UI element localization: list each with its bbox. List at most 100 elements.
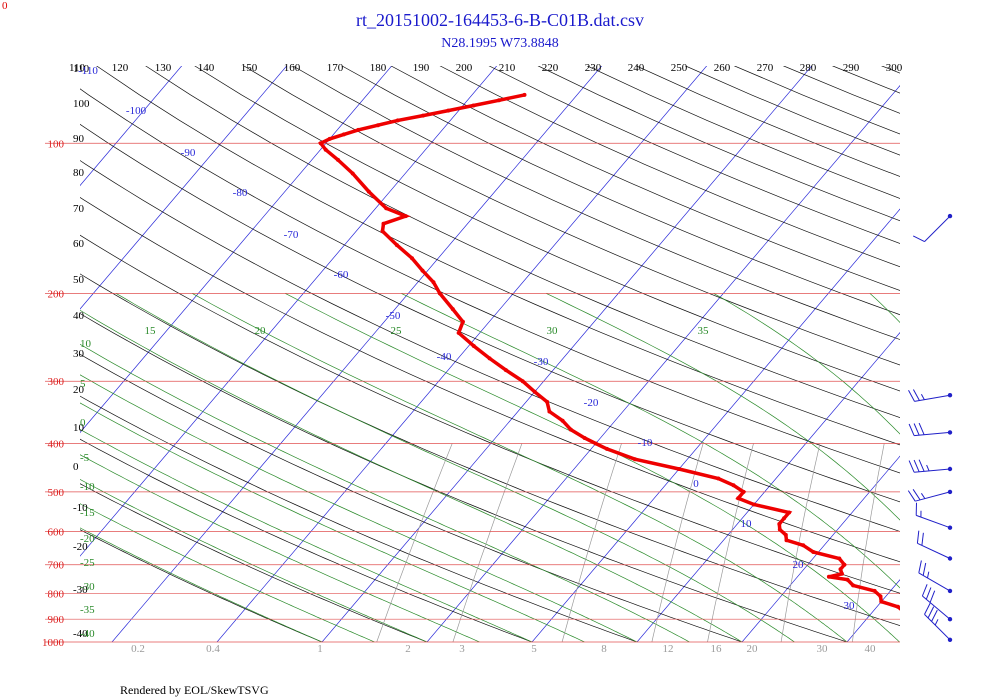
moist-adiabat-label: -30 (80, 581, 95, 593)
wind-barb-flag (922, 584, 927, 596)
temperature-point (336, 158, 340, 162)
wind-barb-flag (909, 461, 914, 473)
temperature-point (839, 567, 843, 571)
wind-barb-shaft (925, 216, 951, 242)
mixing-ratio-label: 3 (459, 643, 465, 655)
temperature-point (561, 419, 565, 423)
dry-adiabat-line (943, 33, 1000, 655)
temperature-point (319, 141, 323, 145)
temperature-point (545, 400, 549, 404)
pressure-label: 300 (48, 376, 65, 388)
temperature-point (432, 280, 436, 284)
potential-temperature-label-left: 90 (73, 133, 85, 145)
isotherm-label: -100 (126, 105, 147, 117)
mixing-ratio-line (705, 444, 753, 653)
isotherm-label: -80 (233, 187, 248, 199)
moist-adiabat-line (52, 293, 742, 642)
wind-barb-shaft (914, 469, 950, 472)
potential-temperature-label: 180 (370, 62, 387, 74)
potential-temperature-label: 160 (284, 62, 301, 74)
mixing-ratio-line (779, 444, 820, 653)
dry-adiabat-line (614, 33, 1000, 655)
temperature-point (732, 483, 736, 487)
wind-barb-half-flag (921, 394, 924, 400)
moist-adiabat-label: -40 (80, 628, 95, 640)
temperature-point (902, 610, 906, 614)
moist-adiabat-line (0, 293, 480, 642)
moist-adiabat-label: 15 (145, 325, 157, 337)
moist-adiabat-line (285, 293, 899, 642)
temperature-point (421, 114, 425, 118)
temperature-point (594, 442, 598, 446)
wind-barb-flag (909, 424, 914, 436)
wind-barb-flag (914, 460, 919, 472)
isotherm-label: -90 (181, 147, 196, 159)
temperature-point (677, 467, 681, 471)
temperature-point (896, 605, 900, 609)
temperature-point (784, 533, 788, 537)
dry-adiabat-line (426, 33, 1000, 655)
temperature-point (384, 206, 388, 210)
temperature-point (633, 457, 637, 461)
pressure-label: 800 (48, 589, 65, 601)
moist-adiabat-label: -20 (80, 533, 95, 545)
wind-barb-flag (917, 531, 918, 544)
dry-adiabat-line (990, 33, 1000, 655)
moist-adiabat-line (993, 293, 1000, 642)
temperature-point (777, 522, 781, 526)
temperature-point (472, 344, 476, 348)
dry-adiabat-line (567, 33, 1000, 655)
dry-adiabat-line (0, 33, 780, 655)
pressure-label: 200 (48, 288, 65, 300)
mixing-ratio-label: 40 (865, 643, 877, 655)
potential-temperature-label: 220 (542, 62, 559, 74)
dry-adiabat-line (97, 33, 1000, 655)
wind-barb-half-flag (927, 465, 930, 471)
temperature-point (879, 600, 883, 604)
temperature-point (801, 543, 805, 547)
wind-barb-flag (908, 491, 915, 502)
temperature-point (842, 563, 846, 567)
pressure-label: 400 (48, 439, 65, 451)
isotherm-line (628, 33, 1000, 653)
isotherm-line (0, 33, 525, 653)
isotherm-line (313, 33, 840, 653)
temperature-point (914, 615, 918, 619)
temperature-point (837, 557, 841, 561)
wind-barb-flag (922, 533, 924, 546)
temperature-point (742, 490, 746, 494)
mixing-ratio-label: 1 (317, 643, 323, 655)
temperature-point (873, 589, 877, 593)
wind-barb-shaft (917, 543, 950, 558)
temperature-point (351, 172, 355, 176)
temperature-point (716, 477, 720, 481)
wind-barb-flag (913, 489, 920, 500)
moist-adiabat-line (0, 293, 690, 642)
moist-adiabat-label: 25 (391, 325, 403, 337)
temperature-point (521, 379, 525, 383)
temperature-point (488, 356, 492, 360)
mixing-ratio-label: 2 (405, 643, 411, 655)
dry-adiabat-line (0, 33, 1000, 655)
moist-adiabat-label: 10 (80, 338, 92, 350)
mixing-ratio-label: 8 (601, 643, 607, 655)
temperature-point (879, 594, 883, 598)
temperature-point (785, 538, 789, 542)
potential-temperature-label: 140 (198, 62, 215, 74)
temperature-point (605, 447, 609, 451)
wind-barb-half-flag (935, 619, 938, 625)
isotherm-line (103, 33, 630, 653)
isotherm-label: -10 (638, 437, 653, 449)
temperature-point (778, 528, 782, 532)
pressure-label: 700 (48, 560, 65, 572)
potential-temperature-label: 210 (499, 62, 516, 74)
moist-adiabat-lines (0, 293, 1000, 642)
pressure-label: 600 (48, 526, 65, 538)
moist-adiabat-label: -35 (80, 604, 95, 616)
temperature-point (356, 128, 360, 132)
temperature-point (547, 410, 551, 414)
potential-temperature-label-left: 0 (73, 461, 79, 473)
temperature-point (367, 190, 371, 194)
temperature-point (342, 132, 346, 136)
